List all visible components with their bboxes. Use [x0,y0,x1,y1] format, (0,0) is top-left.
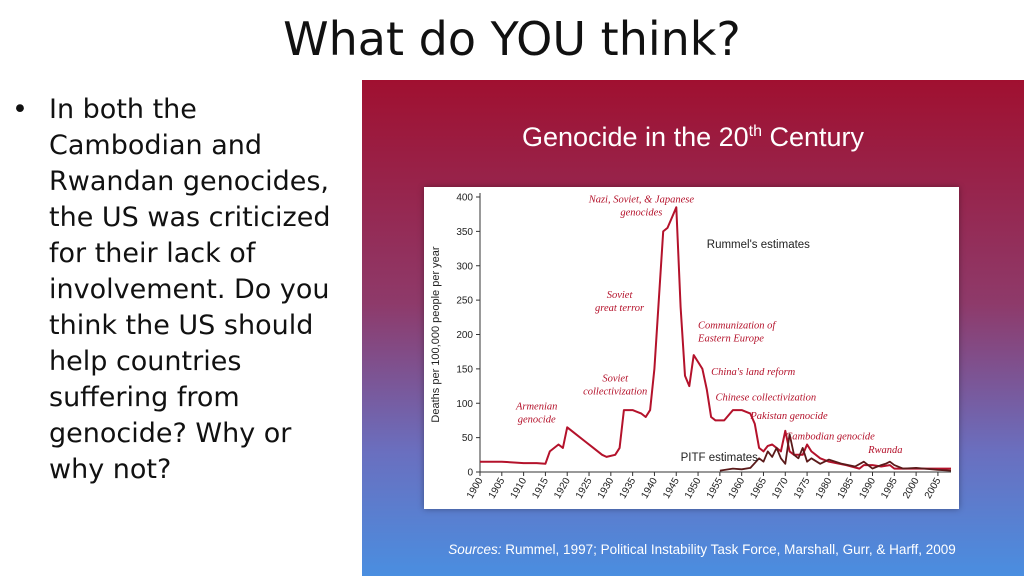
x-tick-label: 1905 [487,476,508,501]
annotation-label: great terror [595,303,645,314]
y-tick-label: 250 [456,296,473,307]
bullet-dot-icon: • [12,94,28,125]
x-tick-label: 1945 [661,476,682,501]
x-tick-label: 1975 [792,476,813,501]
y-tick-label: 0 [467,468,473,479]
annotation-label: China's land reform [711,367,796,378]
annotation-label: collectivization [583,386,647,397]
annotation-label: Nazi, Soviet, & Japanese [588,195,695,206]
x-tick-label: 1985 [836,476,857,501]
annotation-label: Armenian [515,401,557,412]
x-tick-label: 1935 [618,476,639,501]
chart-card: Deaths per 100,000 people per year 0 50 100… [424,187,959,509]
chart-title-end: Century [761,122,865,152]
annotation-label: Pakistan genocide [749,411,828,422]
x-tick-label: 1915 [530,476,551,501]
x-tick-label: 1940 [639,476,660,501]
x-tick-label: 1920 [552,476,573,501]
x-tick-label: 1955 [705,476,726,501]
annotation-label: Chinese collectivization [716,393,817,404]
x-tick-label: 1990 [857,476,878,501]
y-tick-label: 400 [456,193,473,204]
x-tick-label: 1960 [727,476,748,501]
sources-text: Rummel, 1997; Political Instability Task… [501,542,956,557]
y-tick-label: 300 [456,261,473,272]
x-tick-label: 1950 [683,476,704,501]
x-tick-label: 1900 [465,476,486,501]
series-line-rummel [480,206,951,470]
annotation-label: genocide [518,414,556,425]
annotation-label: Rwanda [867,445,902,456]
annotation-label: genocides [620,208,662,219]
y-axis-label: Deaths per 100,000 people per year [430,246,442,422]
series-label-pitf: PITF estimates [681,452,759,464]
chart-sources: Sources: Rummel, 1997; Political Instabi… [422,541,982,558]
chart-title: Genocide in the 20th Century [362,122,1024,153]
chart-title-main: Genocide in the 20 [521,122,749,152]
x-tick-label: 2000 [901,476,922,501]
x-tick-label: 1970 [770,476,791,501]
y-tick-label: 150 [456,364,473,375]
annotation-label: Soviet [602,373,629,384]
line-chart: Deaths per 100,000 people per year 0 50 100… [430,193,952,501]
chart-title-sup: th [748,123,762,140]
sources-label: Sources: [448,542,502,557]
y-tick-label: 50 [462,433,474,444]
x-tick-label: 1910 [509,476,530,501]
y-tick-label: 200 [456,330,473,341]
series-label-rummel: Rummel's estimates [707,239,810,251]
bullet-text: In both the Cambodian and Rwandan genoci… [49,94,331,485]
y-tick-label: 100 [456,399,473,410]
annotation-label: Cambodian genocide [785,432,875,443]
annotation-label: Communization of [698,320,777,331]
series-line-pitf [719,433,952,472]
x-tick-label: 2005 [923,476,944,501]
x-tick-label: 1965 [748,476,769,501]
chart-panel: Genocide in the 20th Century Deaths per … [362,80,1024,576]
x-tick-label: 1995 [879,476,900,501]
slide-title: What do YOU think? [283,12,741,66]
x-tick-label: 1980 [814,476,835,501]
y-tick-label: 350 [456,227,473,238]
annotation-label: Soviet [607,290,634,301]
annotation-label: Eastern Europe [697,333,764,344]
x-tick-label: 1925 [574,476,595,501]
x-tick-label: 1930 [596,476,617,501]
